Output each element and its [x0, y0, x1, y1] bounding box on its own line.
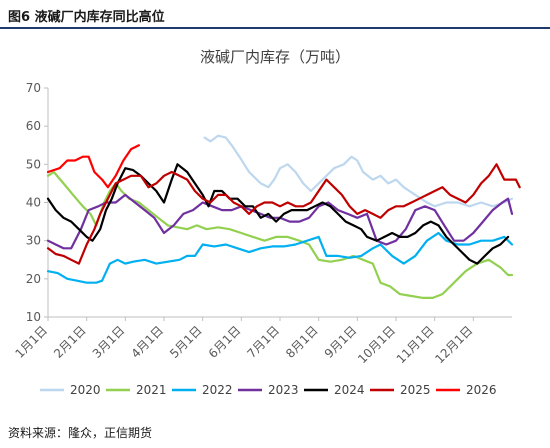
y-tick-label: 20: [26, 272, 41, 286]
figure-title: 图6 液碱厂内库存同比高位: [8, 10, 165, 25]
legend: 2020 2021 2022 2023 2024 2025 2026: [40, 383, 497, 397]
series-line-2022: [46, 231, 514, 284]
y-tick-label: 60: [26, 119, 41, 133]
y-tick-label: 10: [26, 310, 41, 324]
series-line-2026: [46, 144, 140, 189]
y-tick-label: 40: [26, 196, 41, 210]
series-layer: [46, 134, 521, 299]
series-line-2025: [46, 163, 521, 265]
y-tick-label: 70: [26, 81, 41, 95]
x-tick-label: 3月1日: [90, 323, 128, 361]
legend-label-2024: 2024: [334, 383, 365, 397]
legend-label-2026: 2026: [466, 383, 497, 397]
line-chart: 液碱厂内库存（万吨） 10 20 30 40 50 60 70 1月1日 2月1日 3月1日 4月1…: [12, 48, 521, 397]
legend-label-2021: 2021: [136, 383, 167, 397]
x-tick-label: 6月1日: [206, 323, 244, 361]
y-tick-label: 30: [26, 234, 41, 248]
chart-container: 液碱厂内库存（万吨） 10 20 30 40 50 60 70 1月1日 2月1日 3月1日 4月1…: [0, 30, 550, 420]
source-note: 资料来源：隆众，正信期货: [8, 426, 153, 440]
x-tick-label: 12月1日: [432, 323, 475, 366]
legend-label-2023: 2023: [268, 383, 299, 397]
x-tick-label: 4月1日: [128, 323, 166, 361]
x-tick-label: 10月1日: [355, 323, 398, 366]
x-tick-label: 11月1日: [394, 323, 437, 366]
legend-label-2022: 2022: [202, 383, 233, 397]
x-tick-label: 2月1日: [51, 323, 89, 361]
x-tick-label: 1月1日: [12, 323, 50, 361]
series-line-2020: [203, 134, 514, 208]
y-tick-label: 50: [26, 157, 41, 171]
series-line-2024: [46, 163, 510, 265]
figure-header: 图6 液碱厂内库存同比高位: [0, 0, 550, 30]
legend-label-2020: 2020: [70, 383, 101, 397]
legend-label-2025: 2025: [400, 383, 431, 397]
x-tick-label: 9月1日: [322, 323, 360, 361]
x-tick-label: 8月1日: [283, 323, 321, 361]
series-line-2021: [46, 170, 514, 299]
x-tick-label: 5月1日: [167, 323, 205, 361]
chart-title: 液碱厂内库存（万吨）: [200, 48, 350, 66]
header-rule: [0, 27, 550, 29]
x-tick-label: 7月1日: [244, 323, 282, 361]
